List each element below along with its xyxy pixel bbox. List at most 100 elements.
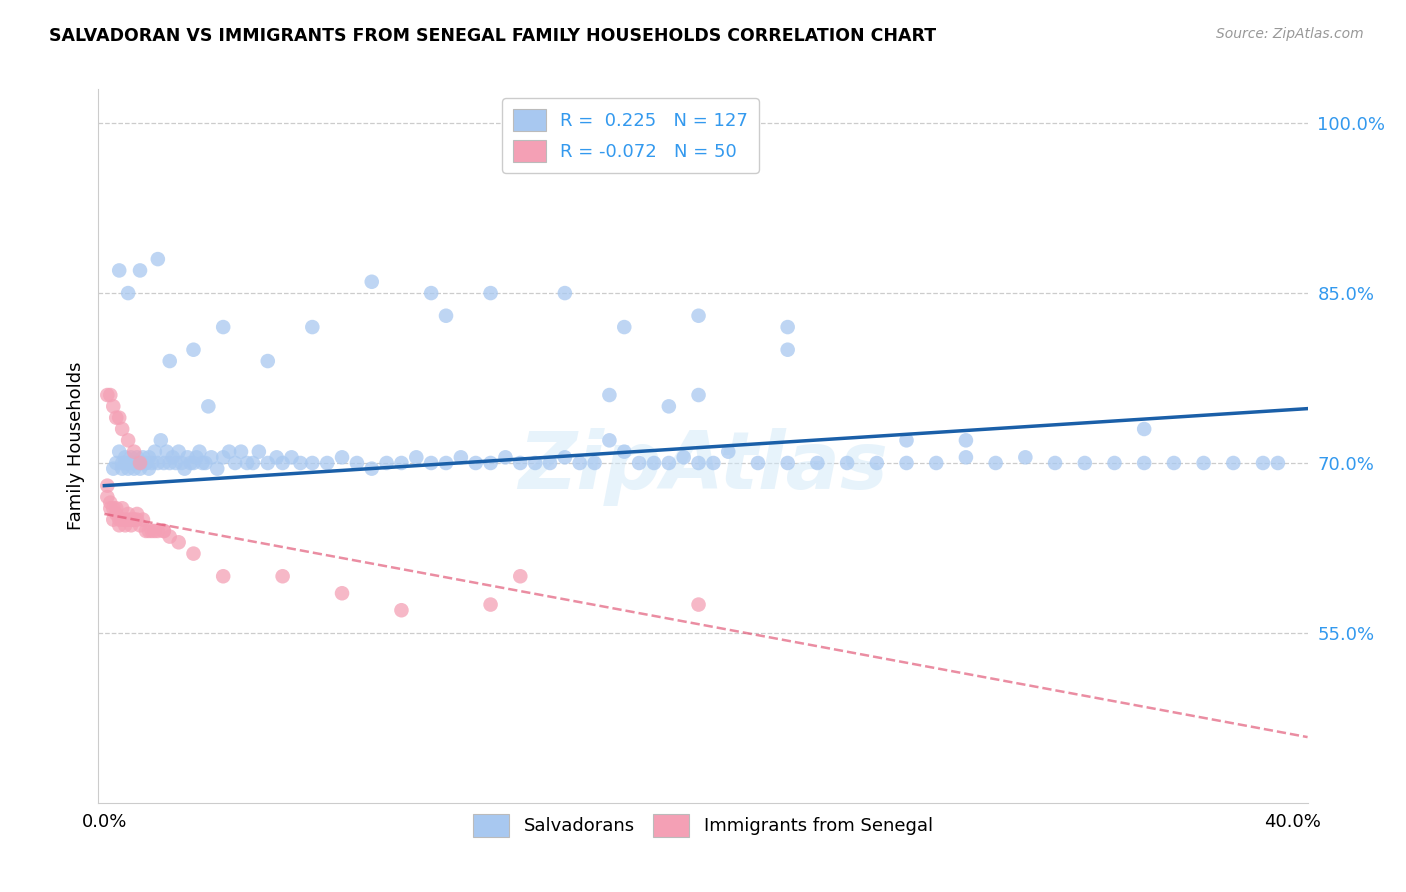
Point: [1074, 456, 1097, 470]
Point: [132, 513, 155, 527]
Point: [330, 450, 353, 465]
Point: [122, 444, 145, 458]
Point: [117, 434, 139, 448]
Point: [212, 569, 235, 583]
Point: [658, 456, 681, 470]
Text: SALVADORAN VS IMMIGRANTS FROM SENEGAL FAMILY HOUSEHOLDS CORRELATION CHART: SALVADORAN VS IMMIGRANTS FROM SENEGAL FA…: [49, 27, 936, 45]
Point: [96, 490, 118, 504]
Point: [360, 275, 382, 289]
Point: [120, 456, 142, 470]
Point: [896, 456, 918, 470]
Point: [613, 320, 636, 334]
Point: [658, 400, 681, 414]
Point: [180, 456, 202, 470]
Point: [143, 524, 166, 538]
Point: [141, 456, 163, 470]
Point: [688, 388, 710, 402]
Point: [117, 456, 139, 470]
Point: [896, 434, 918, 448]
Point: [434, 309, 457, 323]
Point: [125, 507, 148, 521]
Point: [96, 478, 118, 492]
Point: [165, 456, 187, 470]
Point: [628, 456, 651, 470]
Point: [598, 388, 620, 402]
Point: [111, 422, 134, 436]
Point: [212, 450, 235, 465]
Point: [450, 450, 472, 465]
Point: [117, 461, 139, 475]
Y-axis label: Family Households: Family Households: [66, 362, 84, 530]
Point: [167, 535, 190, 549]
Point: [1222, 456, 1244, 470]
Point: [98, 501, 121, 516]
Point: [806, 456, 828, 470]
Point: [152, 524, 174, 538]
Point: [554, 286, 576, 301]
Point: [212, 320, 235, 334]
Point: [149, 434, 172, 448]
Point: [479, 456, 502, 470]
Point: [173, 461, 195, 475]
Point: [132, 450, 155, 465]
Point: [108, 518, 131, 533]
Point: [146, 524, 169, 538]
Point: [98, 495, 121, 509]
Point: [360, 461, 382, 475]
Text: Source: ZipAtlas.com: Source: ZipAtlas.com: [1216, 27, 1364, 41]
Point: [247, 444, 270, 458]
Point: [152, 456, 174, 470]
Point: [717, 444, 740, 458]
Point: [114, 450, 136, 465]
Point: [955, 434, 977, 448]
Point: [776, 343, 799, 357]
Point: [271, 569, 294, 583]
Point: [290, 456, 312, 470]
Point: [224, 456, 246, 470]
Point: [135, 524, 157, 538]
Point: [114, 518, 136, 533]
Point: [114, 456, 136, 470]
Point: [159, 456, 181, 470]
Point: [111, 513, 134, 527]
Point: [186, 450, 208, 465]
Point: [479, 598, 502, 612]
Point: [188, 444, 211, 458]
Point: [108, 263, 131, 277]
Point: [120, 518, 142, 533]
Point: [200, 450, 222, 465]
Point: [105, 410, 128, 425]
Point: [122, 456, 145, 470]
Point: [135, 456, 157, 470]
Point: [256, 456, 278, 470]
Point: [391, 456, 413, 470]
Point: [420, 456, 443, 470]
Point: [434, 456, 457, 470]
Point: [1267, 456, 1289, 470]
Point: [197, 400, 219, 414]
Point: [554, 450, 576, 465]
Point: [122, 513, 145, 527]
Point: [129, 263, 152, 277]
Point: [132, 456, 155, 470]
Point: [688, 456, 710, 470]
Point: [129, 461, 152, 475]
Point: [129, 518, 152, 533]
Point: [1133, 456, 1156, 470]
Point: [568, 456, 591, 470]
Point: [509, 569, 531, 583]
Point: [1251, 456, 1274, 470]
Point: [1014, 450, 1036, 465]
Point: [108, 410, 131, 425]
Text: ZipAtlas: ZipAtlas: [517, 428, 889, 507]
Point: [98, 388, 121, 402]
Point: [146, 252, 169, 266]
Point: [162, 450, 184, 465]
Point: [280, 450, 302, 465]
Point: [138, 450, 160, 465]
Point: [108, 444, 131, 458]
Point: [375, 456, 398, 470]
Point: [122, 461, 145, 475]
Point: [835, 456, 858, 470]
Point: [170, 456, 193, 470]
